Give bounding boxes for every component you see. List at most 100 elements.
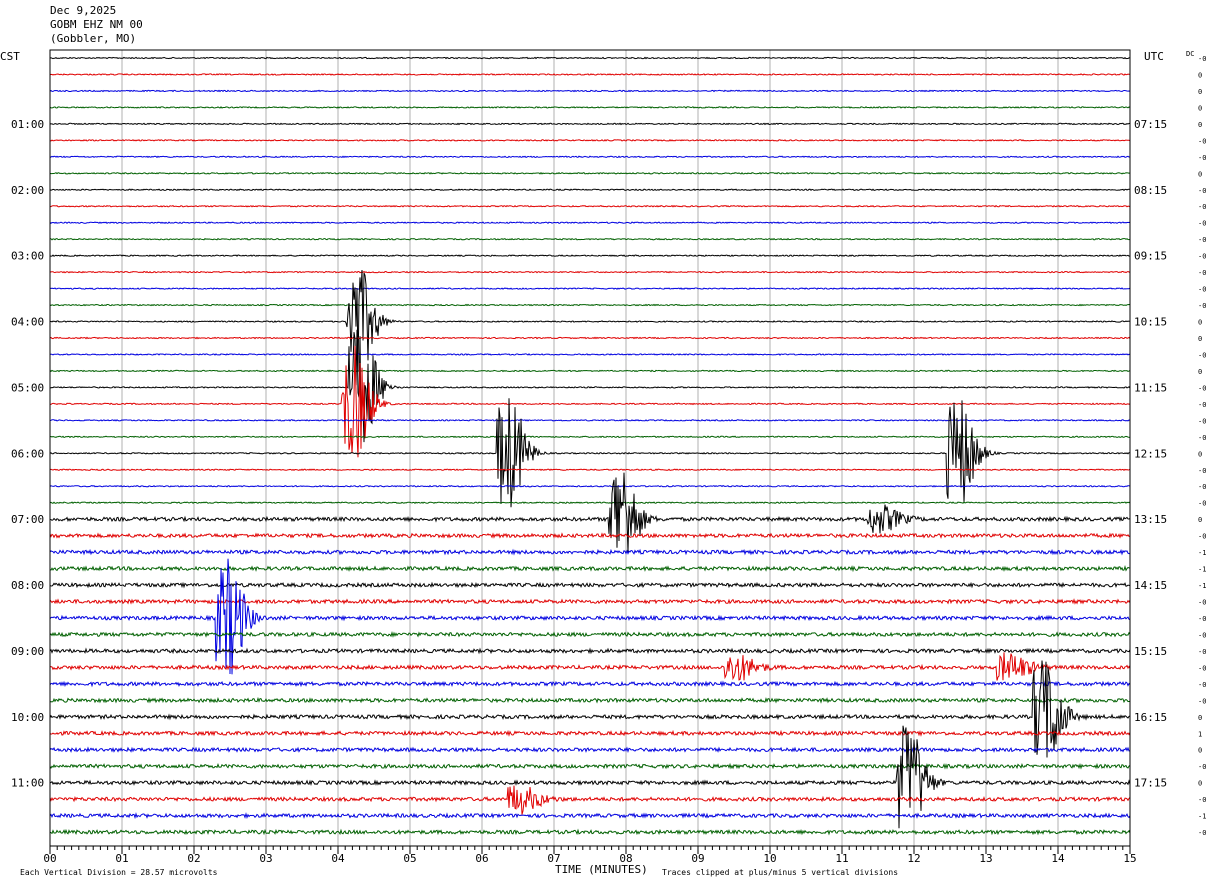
x-tick-label: 13 bbox=[979, 852, 992, 865]
seismic-trace bbox=[49, 435, 1131, 439]
cst-hour-label: 03:00 bbox=[11, 250, 44, 263]
seismic-trace bbox=[49, 680, 1131, 688]
seismic-trace bbox=[49, 729, 1131, 737]
seismic-trace bbox=[49, 652, 1131, 681]
scale-note: Each Vertical Division = 28.57 microvolt… bbox=[20, 868, 218, 877]
seismic-trace bbox=[49, 139, 1131, 142]
seismic-trace bbox=[49, 269, 1131, 371]
seismic-trace bbox=[49, 155, 1131, 159]
cst-hour-label: 07:00 bbox=[11, 513, 44, 526]
header: Dec 9,2025 GOBM EHZ NM 00 (Gobbler, MO) bbox=[50, 4, 143, 46]
dc-offset-label: -1 bbox=[1198, 813, 1206, 821]
dc-offset-label: -0 bbox=[1198, 533, 1206, 541]
right-axis-title: UTC bbox=[1144, 50, 1164, 63]
dc-offset-label: 0 bbox=[1198, 88, 1202, 96]
cst-hour-label: 09:00 bbox=[11, 645, 44, 658]
seismic-trace bbox=[49, 221, 1131, 225]
dc-offset-label: 0 bbox=[1198, 319, 1202, 327]
x-tick-label: 12 bbox=[907, 852, 920, 865]
utc-hour-label: 16:15 bbox=[1134, 711, 1167, 724]
dc-offset-label: 0 bbox=[1198, 104, 1202, 112]
x-tick-label: 00 bbox=[43, 852, 56, 865]
seismic-trace bbox=[49, 270, 1131, 274]
seismic-trace bbox=[49, 468, 1131, 472]
dc-offset-label: -0 bbox=[1198, 137, 1206, 145]
utc-hour-label: 09:15 bbox=[1134, 250, 1167, 263]
dc-offset-label: -0 bbox=[1198, 631, 1206, 639]
dc-offset-label: 0 bbox=[1198, 516, 1202, 524]
seismic-trace bbox=[49, 501, 1131, 505]
seismic-trace bbox=[49, 762, 1131, 770]
dc-offset-label: -0 bbox=[1198, 351, 1206, 359]
seismic-trace bbox=[49, 660, 1131, 758]
dc-offset-label: -0 bbox=[1198, 417, 1206, 425]
dc-offset-label: 1 bbox=[1198, 730, 1202, 738]
dc-offset-label: -0 bbox=[1198, 220, 1206, 228]
seismic-trace bbox=[49, 398, 1131, 508]
dc-offset-label: -0 bbox=[1198, 483, 1206, 491]
date-label: Dec 9,2025 bbox=[50, 4, 117, 17]
seismic-trace bbox=[49, 336, 1131, 340]
dc-offset-label: -0 bbox=[1198, 697, 1206, 705]
dc-offset-label: 0 bbox=[1198, 335, 1202, 343]
seismic-trace bbox=[49, 56, 1131, 60]
seismic-trace bbox=[49, 106, 1131, 109]
clip-note: Traces clipped at plus/minus 5 vertical … bbox=[662, 868, 898, 877]
dc-offset-label: -0 bbox=[1198, 500, 1206, 508]
seismic-trace bbox=[49, 746, 1131, 754]
dc-offset-label: -0 bbox=[1198, 434, 1206, 442]
dc-offset-label: 0 bbox=[1198, 780, 1202, 788]
dc-offset-label: -0 bbox=[1198, 203, 1206, 211]
left-axis-title: CST bbox=[0, 50, 20, 63]
seismic-trace bbox=[49, 812, 1131, 820]
dc-offset-label: -0 bbox=[1198, 55, 1206, 63]
x-tick-label: 09 bbox=[691, 852, 704, 865]
dc-offset-label: 0 bbox=[1198, 450, 1202, 458]
seismic-trace bbox=[49, 303, 1131, 307]
dc-offset-label: 0 bbox=[1198, 714, 1202, 722]
seismic-trace bbox=[49, 254, 1131, 257]
seismic-trace bbox=[49, 532, 1131, 539]
dc-label: DC bbox=[1186, 50, 1194, 58]
utc-hour-label: 13:15 bbox=[1134, 513, 1167, 526]
x-tick-label: 01 bbox=[115, 852, 128, 865]
dc-offset-label: -0 bbox=[1198, 664, 1206, 672]
seismic-traces bbox=[49, 56, 1131, 836]
dc-offset-label: -0 bbox=[1198, 796, 1206, 804]
dc-offset-label: -1 bbox=[1198, 549, 1206, 557]
seismic-trace bbox=[49, 287, 1131, 290]
x-tick-label: 08 bbox=[619, 852, 632, 865]
x-tick-label: 10 bbox=[763, 852, 776, 865]
minute-grid bbox=[121, 50, 1059, 846]
dc-offset-label: -0 bbox=[1198, 253, 1206, 261]
utc-hour-label: 17:15 bbox=[1134, 777, 1167, 790]
dc-offset-label: -0 bbox=[1198, 615, 1206, 623]
seismic-trace bbox=[49, 581, 1131, 589]
dc-offset-label: 0 bbox=[1198, 368, 1202, 376]
seismic-trace bbox=[49, 828, 1131, 836]
x-tick-label: 05 bbox=[403, 852, 416, 865]
seismic-trace bbox=[49, 598, 1131, 605]
seismic-trace bbox=[49, 345, 1131, 458]
dc-offset-label: 0 bbox=[1198, 71, 1202, 79]
seismic-trace bbox=[49, 647, 1131, 655]
seismic-trace bbox=[49, 369, 1131, 373]
x-tick-label: 06 bbox=[475, 852, 488, 865]
dc-offset-label: -0 bbox=[1198, 236, 1206, 244]
station-label: GOBM EHZ NM 00 bbox=[50, 18, 143, 31]
cst-hour-label: 08:00 bbox=[11, 579, 44, 592]
dc-offset-label: -0 bbox=[1198, 154, 1206, 162]
cst-hour-label: 04:00 bbox=[11, 316, 44, 329]
utc-hour-label: 14:15 bbox=[1134, 579, 1167, 592]
dc-offset-label: -0 bbox=[1198, 648, 1206, 656]
seismic-trace bbox=[49, 171, 1131, 175]
utc-hour-label: 08:15 bbox=[1134, 184, 1167, 197]
seismic-trace bbox=[49, 353, 1131, 356]
utc-hour-label: 10:15 bbox=[1134, 316, 1167, 329]
seismic-trace bbox=[49, 696, 1131, 704]
dc-offset-label: -0 bbox=[1198, 187, 1206, 195]
dc-offset-label: 0 bbox=[1198, 121, 1202, 129]
seismic-trace bbox=[49, 89, 1131, 93]
dc-offset-label: -0 bbox=[1198, 599, 1206, 607]
